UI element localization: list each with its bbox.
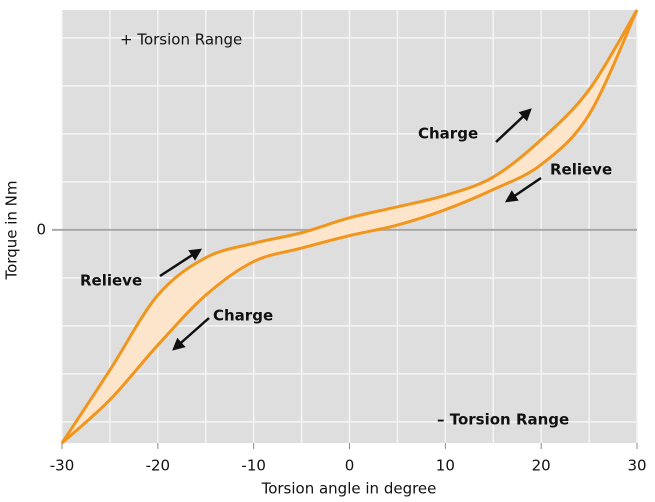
y-tick-label: 0 bbox=[36, 220, 46, 238]
x-tick-label: -10 bbox=[241, 457, 266, 475]
band-fill bbox=[62, 10, 637, 443]
annotation: + Torsion Range bbox=[120, 31, 242, 49]
annotation: – Torsion Range bbox=[437, 411, 569, 429]
x-tick-label: -20 bbox=[146, 457, 171, 475]
arrow bbox=[504, 176, 542, 203]
annotation: Charge bbox=[418, 125, 478, 143]
x-axis-label: Torsion angle in degree bbox=[261, 480, 437, 498]
x-tick-label: 10 bbox=[436, 457, 455, 475]
curve bbox=[60, 9, 639, 445]
arrow bbox=[172, 317, 210, 351]
arrow bbox=[159, 248, 203, 278]
y-axis-label: Torque in Nm bbox=[3, 181, 21, 281]
x-tick-label: -30 bbox=[50, 457, 75, 475]
arrow bbox=[495, 108, 532, 143]
annotation: Relieve bbox=[550, 161, 612, 179]
x-tick-label: 30 bbox=[627, 457, 646, 475]
x-tick-label: 0 bbox=[345, 457, 355, 475]
x-tick-label: 20 bbox=[532, 457, 551, 475]
annotation: Relieve bbox=[80, 272, 142, 290]
curve bbox=[60, 9, 639, 444]
annotation: Charge bbox=[213, 307, 273, 325]
